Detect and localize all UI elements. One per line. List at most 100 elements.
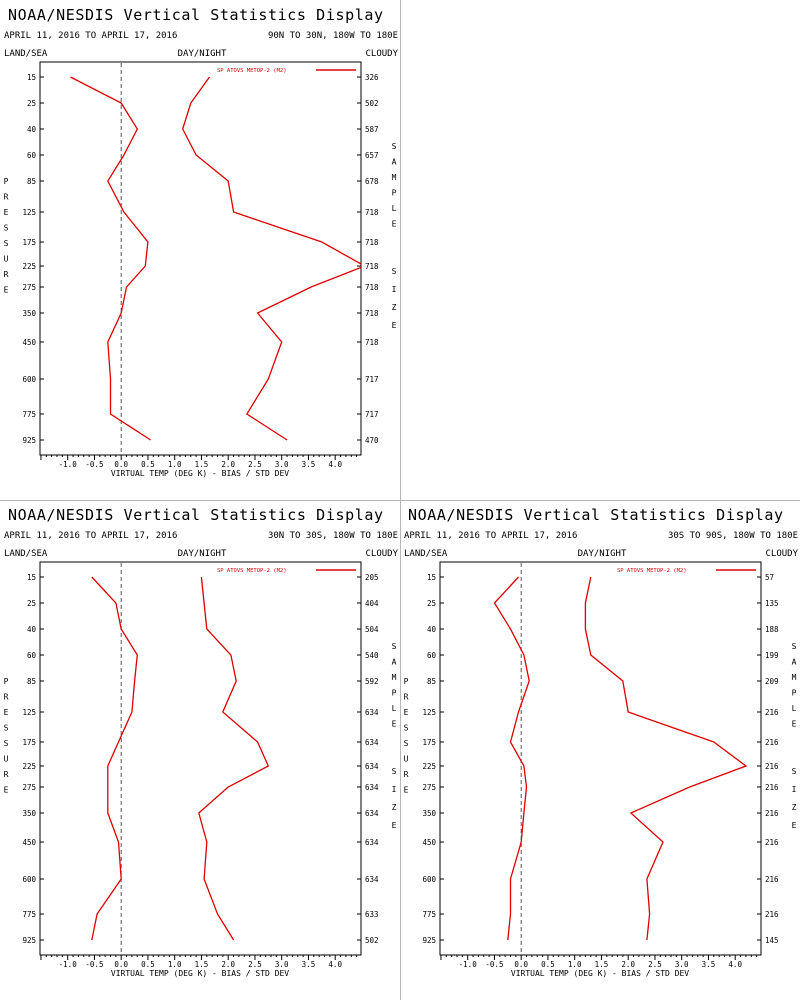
sample-size-label: 504 [365, 625, 379, 634]
x-tick-label: 4.0 [328, 960, 342, 969]
pressure-level-label: 175 [22, 238, 36, 247]
std-dev-line [198, 576, 270, 941]
sample-side-letter: E [392, 220, 397, 229]
sample-size-label: 216 [765, 875, 779, 884]
pressure-level-label: 275 [422, 783, 436, 792]
sample-size-label: 718 [365, 238, 379, 247]
x-tick-label: 1.5 [595, 960, 609, 969]
pressure-level-label: 775 [22, 910, 36, 919]
pressure-level-label: 275 [22, 283, 36, 292]
pressure-side-letter: S [404, 724, 409, 733]
size-side-letter: Z [392, 803, 397, 812]
pressure-level-label: 450 [422, 838, 436, 847]
size-side-letter: Z [792, 803, 797, 812]
chart-svg: NOAA/NESDIS Vertical Statistics Display A… [4, 506, 399, 978]
pressure-level-label: 125 [22, 708, 36, 717]
sample-side-letter: P [392, 189, 397, 198]
sample-side-letter: A [792, 658, 797, 667]
x-tick-label: -1.0 [59, 460, 78, 469]
size-side-letter: I [392, 285, 397, 294]
sample-size-label: 634 [365, 762, 379, 771]
pressure-level-label: 25 [427, 599, 436, 608]
x-tick-label: 3.5 [302, 460, 316, 469]
pressure-side-letter: S [4, 224, 9, 233]
panel-title: NOAA/NESDIS Vertical Statistics Display [8, 506, 384, 524]
pressure-side-letter: R [404, 770, 409, 779]
day-night-label: DAY/NIGHT [178, 49, 227, 59]
sample-size-label: 209 [765, 677, 779, 686]
x-tick-label: 4.0 [728, 960, 742, 969]
cloudy-label: CLOUDY [365, 549, 398, 559]
plot-frame [39, 561, 362, 956]
size-side-letter: I [792, 785, 797, 794]
sample-size-label: 717 [365, 410, 379, 419]
legend-label: SP ATOVS METOP-2 (M2) [217, 68, 287, 74]
pressure-level-label: 15 [27, 73, 36, 82]
sample-size-label: 587 [365, 125, 379, 134]
pressure-side-letter: U [404, 755, 409, 764]
pressure-level-label: 125 [422, 708, 436, 717]
sample-size-label: 634 [365, 838, 379, 847]
pressure-level-label: 450 [22, 338, 36, 347]
land-sea-label: LAND/SEA [4, 549, 48, 559]
x-axis-label: VIRTUAL TEMP (DEG K) - BIAS / STD DEV [511, 969, 689, 978]
sample-size-label: 216 [765, 838, 779, 847]
sample-side-letter: L [792, 704, 797, 713]
pressure-level-label: 350 [22, 309, 36, 318]
legend-label: SP ATOVS METOP-2 (M2) [617, 568, 687, 574]
sample-side-letter: L [392, 704, 397, 713]
sample-size-label: 718 [365, 208, 379, 217]
pressure-level-label: 775 [422, 910, 436, 919]
x-tick-label: -0.5 [485, 960, 503, 969]
panel-title: NOAA/NESDIS Vertical Statistics Display [408, 506, 784, 524]
sample-size-label: 718 [365, 283, 379, 292]
sample-size-label: 135 [765, 599, 779, 608]
size-side-letter: E [392, 321, 397, 330]
sample-side-letter: M [792, 673, 797, 682]
std-dev-line [182, 76, 361, 441]
pressure-level-label: 125 [22, 208, 36, 217]
plot-frame [39, 61, 362, 456]
size-side-letter: S [392, 767, 397, 776]
sample-side-letter: A [392, 158, 397, 167]
pressure-side-letter: R [4, 693, 9, 702]
sample-side-letter: P [792, 689, 797, 698]
pressure-level-label: 85 [427, 677, 436, 686]
sample-side-letter: S [792, 642, 797, 651]
pressure-level-label: 600 [22, 875, 36, 884]
x-tick-label: 4.0 [328, 460, 342, 469]
sample-side-letter: A [392, 658, 397, 667]
sample-side-letter: L [392, 204, 397, 213]
pressure-level-label: 60 [427, 651, 437, 660]
date-range: APRIL 11, 2016 TO APRIL 17, 2016 [4, 31, 177, 41]
x-tick-label: 2.0 [221, 460, 235, 469]
sample-size-label: 502 [365, 936, 379, 945]
sample-side-letter: M [392, 173, 397, 182]
pressure-side-letter: S [4, 739, 9, 748]
x-tick-label: 2.5 [648, 960, 662, 969]
chart-svg: NOAA/NESDIS Vertical Statistics Display A… [404, 506, 799, 978]
sample-size-label: 540 [365, 651, 379, 660]
pressure-level-label: 225 [22, 762, 36, 771]
pressure-level-label: 85 [27, 677, 36, 686]
cloudy-label: CLOUDY [365, 49, 398, 59]
x-tick-label: 1.0 [568, 960, 582, 969]
pressure-level-label: 85 [27, 177, 36, 186]
size-side-letter: Z [392, 303, 397, 312]
x-tick-label: 1.5 [195, 460, 209, 469]
pressure-level-label: 225 [22, 262, 36, 271]
x-tick-label: 0.0 [114, 960, 128, 969]
pressure-level-label: 25 [27, 599, 36, 608]
sample-side-letter: S [392, 142, 397, 151]
pressure-level-label: 40 [27, 125, 37, 134]
sample-size-label: 216 [765, 738, 779, 747]
pressure-level-label: 40 [427, 625, 437, 634]
day-night-label: DAY/NIGHT [178, 549, 227, 559]
sample-size-label: 718 [365, 338, 379, 347]
x-tick-label: 0.0 [514, 960, 528, 969]
size-side-letter: S [792, 767, 797, 776]
x-tick-label: 3.0 [275, 960, 289, 969]
pressure-level-label: 15 [427, 573, 436, 582]
pressure-level-label: 60 [27, 651, 37, 660]
pressure-level-label: 40 [27, 625, 37, 634]
